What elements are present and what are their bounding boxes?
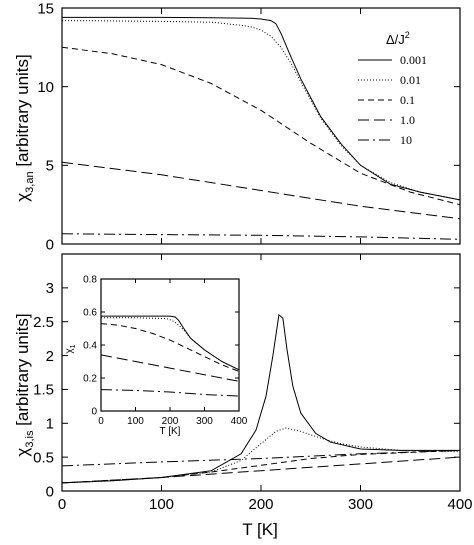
top-y-tick-label: 10 xyxy=(37,79,54,96)
ins-y-tick-label: 0.2 xyxy=(83,374,97,385)
bot-series-line-0_001 xyxy=(61,313,460,484)
top-series-group xyxy=(61,16,461,240)
ins-x-tick-label: 0 xyxy=(98,416,104,427)
ins-x-tick-label: 200 xyxy=(162,416,179,427)
bot-x-tick-label: 300 xyxy=(348,496,373,513)
top-y-axis-ticks: 0 5 10 15 xyxy=(37,0,461,253)
ins-y-tick-label: 0.4 xyxy=(83,341,97,352)
inset-x-axis-title: T [K] xyxy=(160,426,181,437)
bottom-panel: 0 0.5 1 1.5 2 2.5 3 0 100 200 300 400 χ3,is [arbit… xyxy=(13,253,473,539)
top-y-tick-label: 5 xyxy=(46,158,54,175)
inset-y-axis-title: χ1 xyxy=(64,344,77,353)
ins-x-tick-label: 400 xyxy=(231,416,248,427)
ins-series-line-1_0 xyxy=(100,354,240,382)
ins-series-line-0_1 xyxy=(100,323,240,372)
top-plot-frame xyxy=(61,7,461,245)
bot-x-tick-label: 200 xyxy=(248,496,273,513)
legend: Δ/J2 0.001 0.01 0.1 1.0 10 xyxy=(358,30,427,147)
bottom-series-group xyxy=(61,313,461,484)
x-axis-title: T [K] xyxy=(242,520,278,539)
bot-y-tick-label: 0 xyxy=(46,483,54,500)
ins-series-line-0_01 xyxy=(101,317,240,371)
top-y-tick-label: 15 xyxy=(37,0,54,17)
bot-y-tick-label: 2.5 xyxy=(33,314,54,331)
bottom-x-axis-ticks: 0 100 200 300 400 xyxy=(58,254,473,513)
top-series-line-0_1 xyxy=(61,46,461,206)
inset-plot-frame xyxy=(100,278,240,412)
bot-x-tick-label: 100 xyxy=(149,496,174,513)
bot-y-tick-label: 2 xyxy=(46,348,54,365)
legend-label: 0.01 xyxy=(400,73,421,87)
top-series-line-10 xyxy=(61,233,461,240)
bot-series-line-0_01 xyxy=(61,427,461,484)
legend-label: 10 xyxy=(400,133,412,147)
ins-series-line-0_001 xyxy=(101,315,240,371)
ins-y-tick-label: 0.6 xyxy=(83,308,97,319)
inset-panel: 0 0.2 0.4 0.6 0.8 0 100 200 300 400 χ1 T [K] xyxy=(64,275,248,438)
bot-x-tick-label: 0 xyxy=(58,496,66,513)
bot-series-line-1_0 xyxy=(61,456,461,484)
top-series-line-0_01 xyxy=(61,20,461,201)
legend-label: 0.1 xyxy=(400,93,415,107)
top-y-tick-label: 0 xyxy=(46,236,54,253)
top-panel: 0 5 10 15 χ3,an [arbitrary units] Δ/J2 0.00… xyxy=(13,0,461,253)
legend-label: 1.0 xyxy=(400,113,415,127)
inset-series-group xyxy=(100,315,240,397)
ins-y-tick-label: 0.8 xyxy=(83,275,97,286)
top-series-line-1_0 xyxy=(61,161,461,220)
bottom-y-axis-title: χ3,is [arbitrary units] xyxy=(13,313,36,456)
top-y-axis-title: χ3,an [arbitrary units] xyxy=(13,54,36,202)
bot-y-tick-label: 1 xyxy=(46,416,54,433)
legend-label: 0.001 xyxy=(400,53,427,67)
bottom-y-axis-ticks: 0 0.5 1 1.5 2 2.5 3 xyxy=(33,280,460,500)
inset-y-axis-ticks: 0 0.2 0.4 0.6 0.8 xyxy=(83,275,239,418)
inset-x-axis-ticks: 0 100 200 300 400 xyxy=(98,279,248,427)
bot-y-tick-label: 1.5 xyxy=(33,382,54,399)
legend-entries: 0.001 0.01 0.1 1.0 10 xyxy=(358,53,427,147)
ins-x-tick-label: 100 xyxy=(127,416,144,427)
bot-x-tick-label: 400 xyxy=(447,496,472,513)
ins-series-line-10 xyxy=(100,389,240,397)
ins-x-tick-label: 300 xyxy=(196,416,213,427)
bot-y-tick-label: 3 xyxy=(46,280,54,297)
legend-title: Δ/J2 xyxy=(386,30,410,47)
bot-y-tick-label: 0.5 xyxy=(33,449,54,466)
bot-series-line-10 xyxy=(61,449,461,467)
ins-y-tick-label: 0 xyxy=(91,407,97,418)
